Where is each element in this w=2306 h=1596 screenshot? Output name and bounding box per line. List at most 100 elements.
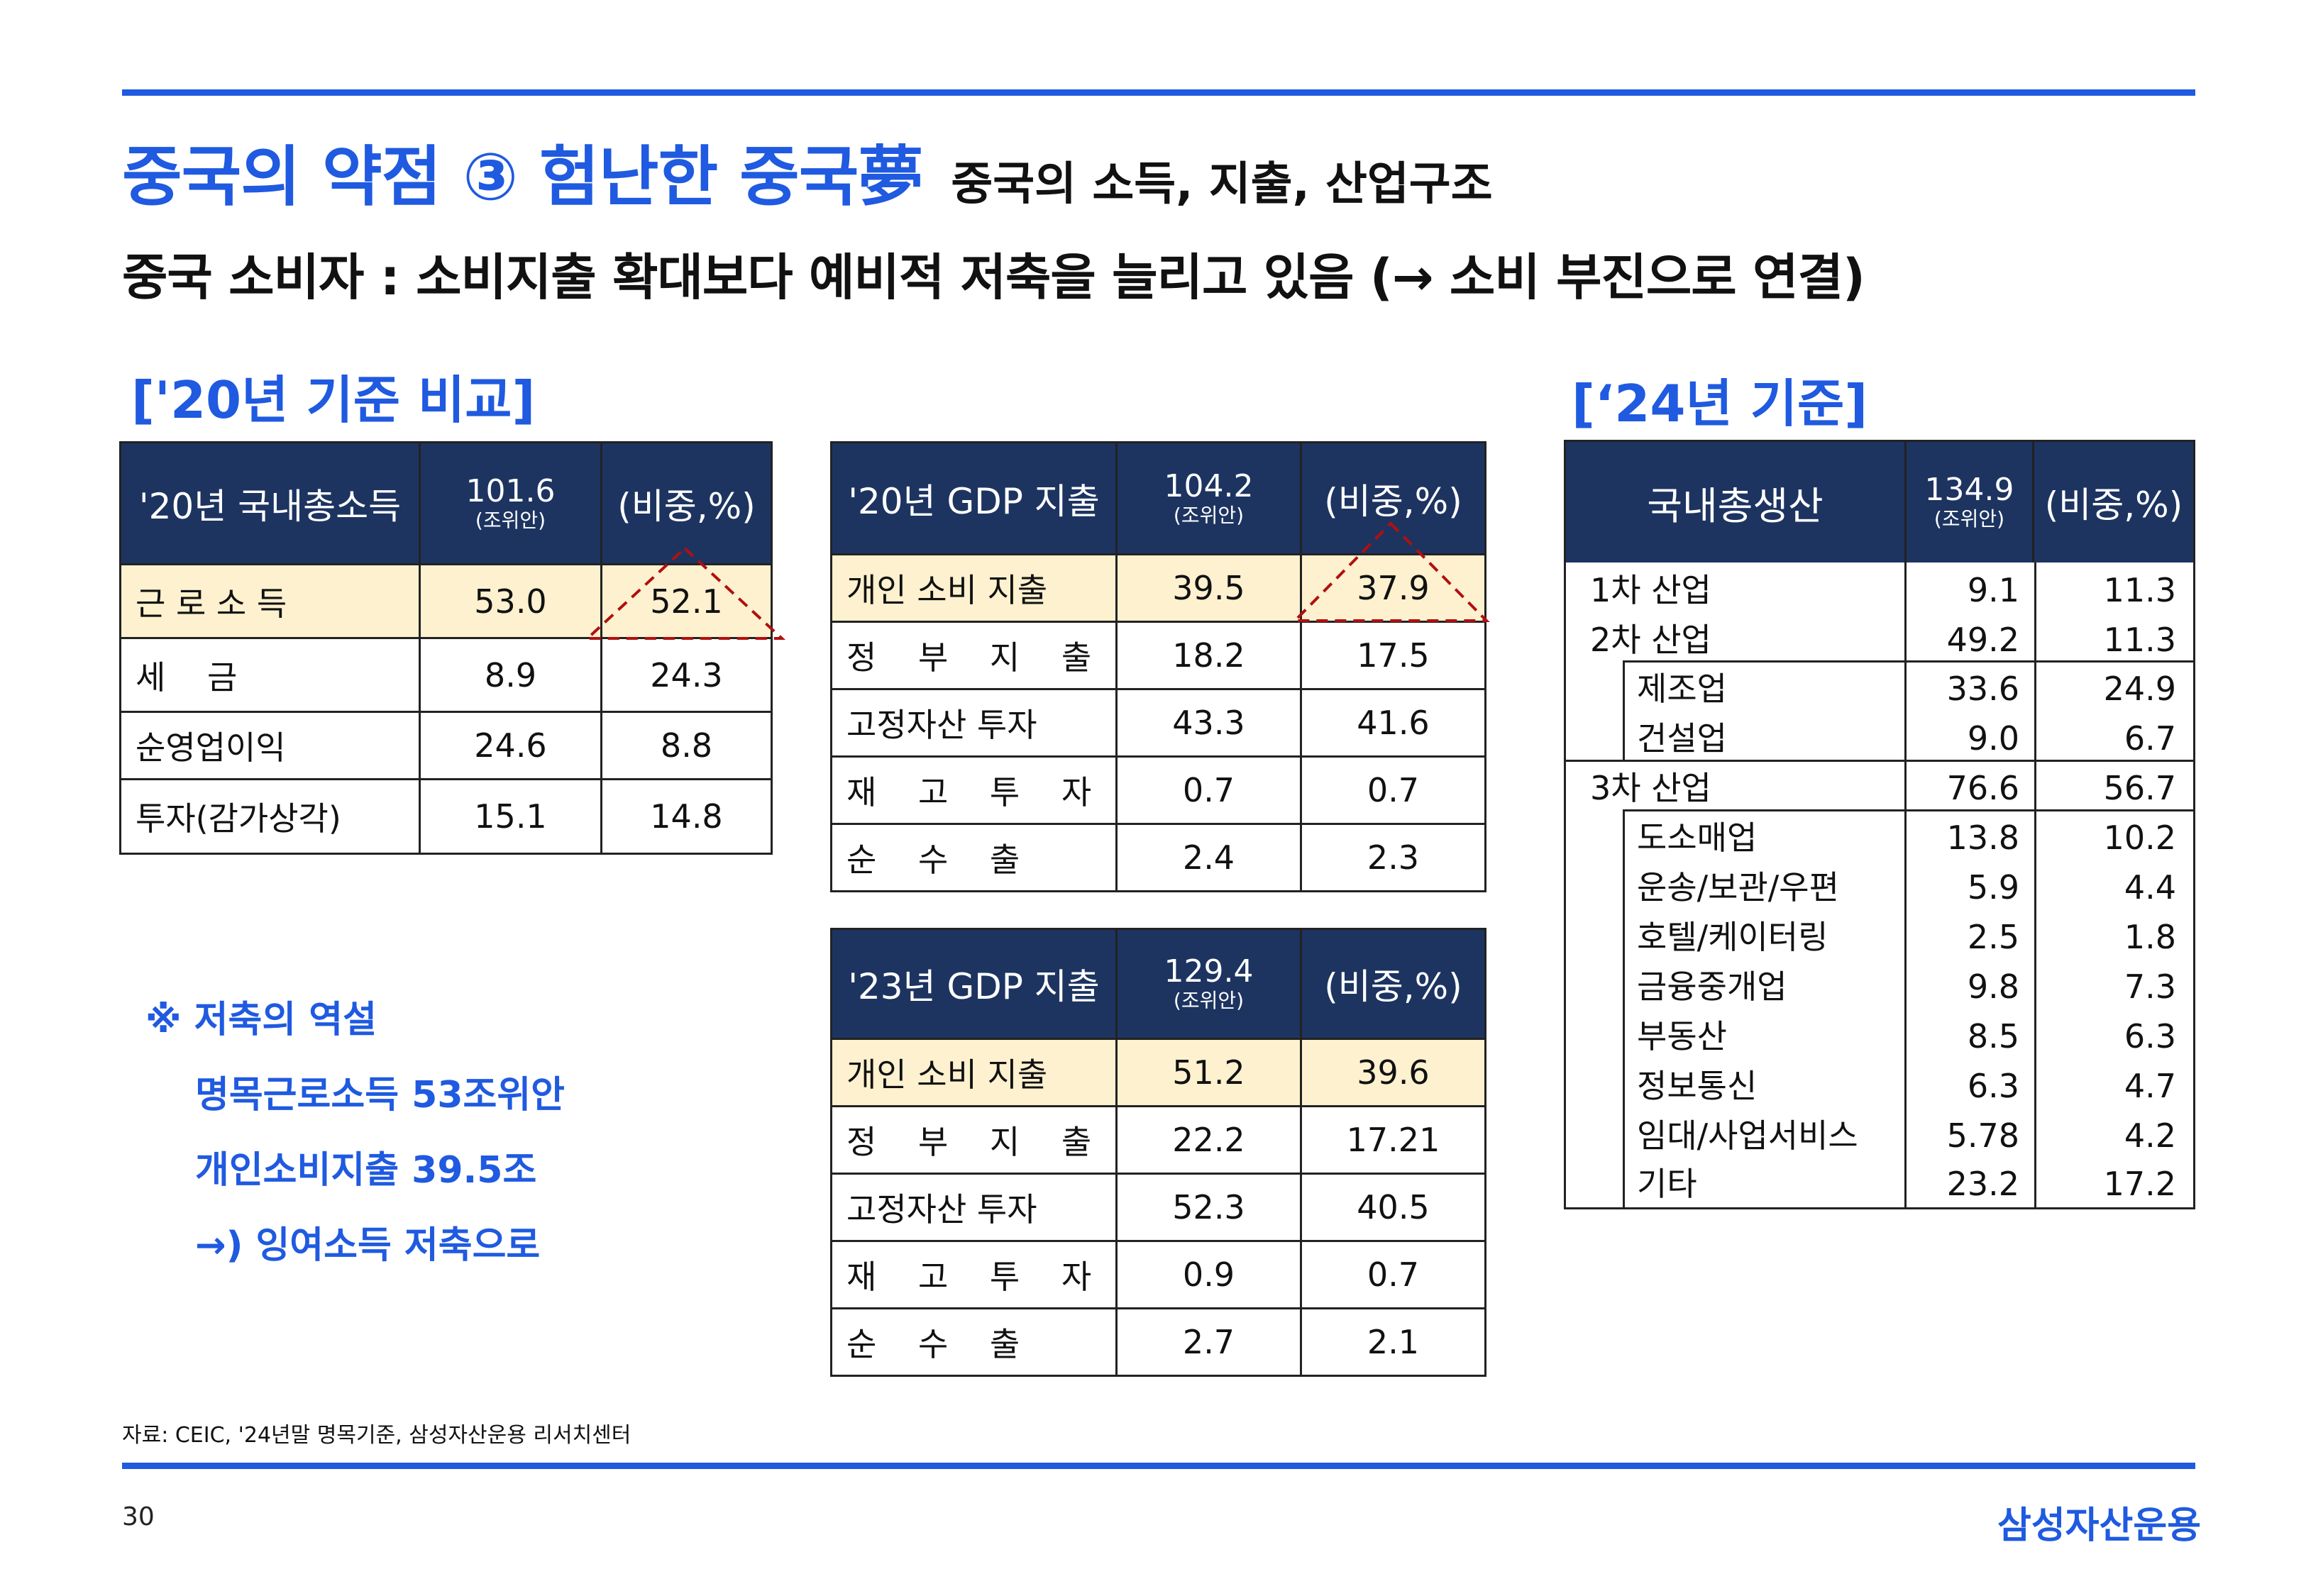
row-value: 52.3 — [1115, 1173, 1302, 1242]
row-share: 39.6 — [1300, 1038, 1486, 1107]
industry-header-share: (비중,%) — [2032, 442, 2193, 563]
industry-header-total: 134.9 (조위안) — [1904, 442, 2032, 563]
row-share: 17.21 — [1300, 1105, 1486, 1175]
row-share: 0.7 — [1300, 755, 1486, 825]
row-label: 순영업이익 — [119, 711, 421, 780]
row-value: 43.3 — [1115, 688, 1302, 758]
row-share: 2.3 — [1300, 823, 1486, 892]
row-value: 2.4 — [1115, 823, 1302, 892]
industry-col-divider — [1904, 563, 1907, 1207]
note-line: →) 잉여소득 저축으로 — [195, 1224, 541, 1267]
row-label: 투자(감가상각) — [119, 778, 421, 855]
gdp-2020-table: '20년 GDP 지출 104.2 (조위안) (비중,%) 개인 소비 지출 3… — [830, 441, 1486, 892]
title-main: 중국의 약점 ③ 험난한 중국夢 — [122, 139, 923, 215]
row-label: 세 금 — [119, 637, 421, 713]
row-value: 8.9 — [419, 637, 602, 713]
table-row: 정 부 지 출 18.2 17.5 — [830, 621, 1486, 690]
row-share: 0.7 — [1300, 1240, 1486, 1309]
note-line: 명목근로소득 53조위안 — [195, 1074, 566, 1116]
industry-table: 국내총생산 134.9 (조위안) (비중,%) 1차 산업 9.1 11.3 2차 … — [1564, 440, 2195, 1209]
row-label: 근 로 소 득 — [119, 563, 421, 639]
row-value: 22.2 — [1115, 1105, 1302, 1175]
industry-row-divider — [1623, 660, 2193, 663]
table-row: 재 고 투 자 0.7 0.7 — [830, 755, 1486, 825]
table-row: 2차 산업 49.2 11.3 — [1590, 621, 2176, 659]
gdp20-header-share: (비중,%) — [1300, 441, 1486, 555]
table-row: 임대/사업서비스 5.78 4.2 — [1637, 1116, 2176, 1155]
row-label: 정 부 지 출 — [830, 1105, 1118, 1175]
row-label: 순 수 출 — [830, 823, 1118, 892]
table-row: 정보통신 6.3 4.7 — [1637, 1067, 2176, 1105]
savings-paradox-note: ※ 저축의 역설 명목근로소득 53조위안 개인소비지출 39.5조 →) 잉여… — [145, 982, 565, 1283]
row-label: 순 수 출 — [830, 1307, 1118, 1377]
industry-col-divider — [2034, 563, 2036, 1207]
row-label: 재 고 투 자 — [830, 755, 1118, 825]
income-header-label: '20년 국내총소득 — [119, 441, 421, 565]
table-row: 고정자산 투자 52.3 40.5 — [830, 1173, 1486, 1242]
row-value: 39.5 — [1115, 553, 1302, 623]
gdp20-header-label: '20년 GDP 지출 — [830, 441, 1118, 555]
row-value: 51.2 — [1115, 1038, 1302, 1107]
table-row: 건설업 9.0 6.7 — [1637, 719, 2176, 758]
income-header-share: (비중,%) — [600, 441, 773, 565]
section-head-2024: [‘24년 기준] — [1572, 374, 1868, 433]
table-row: 3차 산업 76.6 56.7 — [1590, 769, 2176, 807]
table-row: 순영업이익 24.6 8.8 — [119, 711, 773, 780]
table-row: 도소매업 13.8 10.2 — [1637, 819, 2176, 857]
row-label: 개인 소비 지출 — [830, 1038, 1118, 1107]
row-share: 52.1 — [600, 563, 773, 639]
table-row: 개인 소비 지출 39.5 37.9 — [830, 553, 1486, 623]
industry-row-divider — [1623, 809, 2193, 811]
row-share: 37.9 — [1300, 553, 1486, 623]
bottom-rule — [122, 1463, 2195, 1469]
industry-indent-line — [1623, 811, 1625, 1207]
gdp23-header-total: 129.4 (조위안) — [1115, 928, 1302, 1040]
row-value: 0.7 — [1115, 755, 1302, 825]
income-header-total: 101.6 (조위안) — [419, 441, 602, 565]
row-share: 8.8 — [600, 711, 773, 780]
title-sub: 중국의 소득, 지출, 산업구조 — [951, 158, 1493, 211]
page-title: 중국의 약점 ③ 험난한 중국夢 중국의 소득, 지출, 산업구조 — [122, 124, 1493, 218]
row-value: 0.9 — [1115, 1240, 1302, 1309]
table-row: 정 부 지 출 22.2 17.21 — [830, 1105, 1486, 1175]
row-value: 15.1 — [419, 778, 602, 855]
gdp-2023-table: '23년 GDP 지출 129.4 (조위안) (비중,%) 개인 소비 지출 5… — [830, 928, 1486, 1377]
table-row: 1차 산업 9.1 11.3 — [1590, 571, 2176, 609]
gdp23-header-share: (비중,%) — [1300, 928, 1486, 1040]
row-share: 14.8 — [600, 778, 773, 855]
row-value: 18.2 — [1115, 621, 1302, 690]
note-line: 개인소비지출 39.5조 — [195, 1149, 537, 1192]
row-share: 2.1 — [1300, 1307, 1486, 1377]
row-label: 고정자산 투자 — [830, 1173, 1118, 1242]
table-row: 순 수 출 2.7 2.1 — [830, 1307, 1486, 1377]
table-row: 세 금 8.9 24.3 — [119, 637, 773, 713]
gdp20-header-total: 104.2 (조위안) — [1115, 441, 1302, 555]
table-row: 부동산 8.5 6.3 — [1637, 1017, 2176, 1055]
table-row: 제조업 33.6 24.9 — [1637, 670, 2176, 708]
row-label: 개인 소비 지출 — [830, 553, 1118, 623]
row-share: 17.5 — [1300, 621, 1486, 690]
row-value: 53.0 — [419, 563, 602, 639]
note-title: ※ 저축의 역설 — [145, 999, 377, 1041]
page-subtitle: 중국 소비자 : 소비지출 확대보다 예비적 저축을 늘리고 있음 (→ 소비 … — [122, 248, 1865, 306]
row-value: 24.6 — [419, 711, 602, 780]
table-row: 투자(감가상각) 15.1 14.8 — [119, 778, 773, 855]
income-table: '20년 국내총소득 101.6 (조위안) (비중,%) 근 로 소 득 53.… — [119, 441, 773, 855]
row-share: 24.3 — [600, 637, 773, 713]
industry-header: 국내총생산 134.9 (조위안) (비중,%) — [1566, 442, 2193, 563]
section-head-2020: ['20년 기준 비교] — [131, 370, 536, 430]
table-row: 순 수 출 2.4 2.3 — [830, 823, 1486, 892]
industry-indent-line — [1623, 662, 1625, 761]
industry-header-label: 국내총생산 — [1647, 483, 1824, 528]
row-label: 고정자산 투자 — [830, 688, 1118, 758]
table-row: 개인 소비 지출 51.2 39.6 — [830, 1038, 1486, 1107]
row-label: 재 고 투 자 — [830, 1240, 1118, 1309]
table-row: 재 고 투 자 0.9 0.7 — [830, 1240, 1486, 1309]
gdp23-header-label: '23년 GDP 지출 — [830, 928, 1118, 1040]
row-value: 2.7 — [1115, 1307, 1302, 1377]
row-share: 41.6 — [1300, 688, 1486, 758]
source-note: 자료: CEIC, '24년말 명목기준, 삼성자산운용 리서치센터 — [122, 1423, 631, 1448]
row-label: 정 부 지 출 — [830, 621, 1118, 690]
table-row: 근 로 소 득 53.0 52.1 — [119, 563, 773, 639]
industry-row-divider — [1566, 760, 2193, 762]
